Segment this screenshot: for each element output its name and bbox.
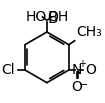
Text: O: O	[85, 63, 96, 77]
Text: O: O	[72, 80, 83, 94]
Text: Cl: Cl	[2, 63, 15, 77]
Text: −: −	[78, 80, 88, 90]
Text: N: N	[72, 63, 82, 77]
Text: HO: HO	[25, 10, 46, 24]
Text: B: B	[47, 11, 58, 26]
Text: OH: OH	[47, 10, 69, 24]
Text: CH₃: CH₃	[76, 25, 102, 39]
Text: +: +	[78, 59, 86, 68]
